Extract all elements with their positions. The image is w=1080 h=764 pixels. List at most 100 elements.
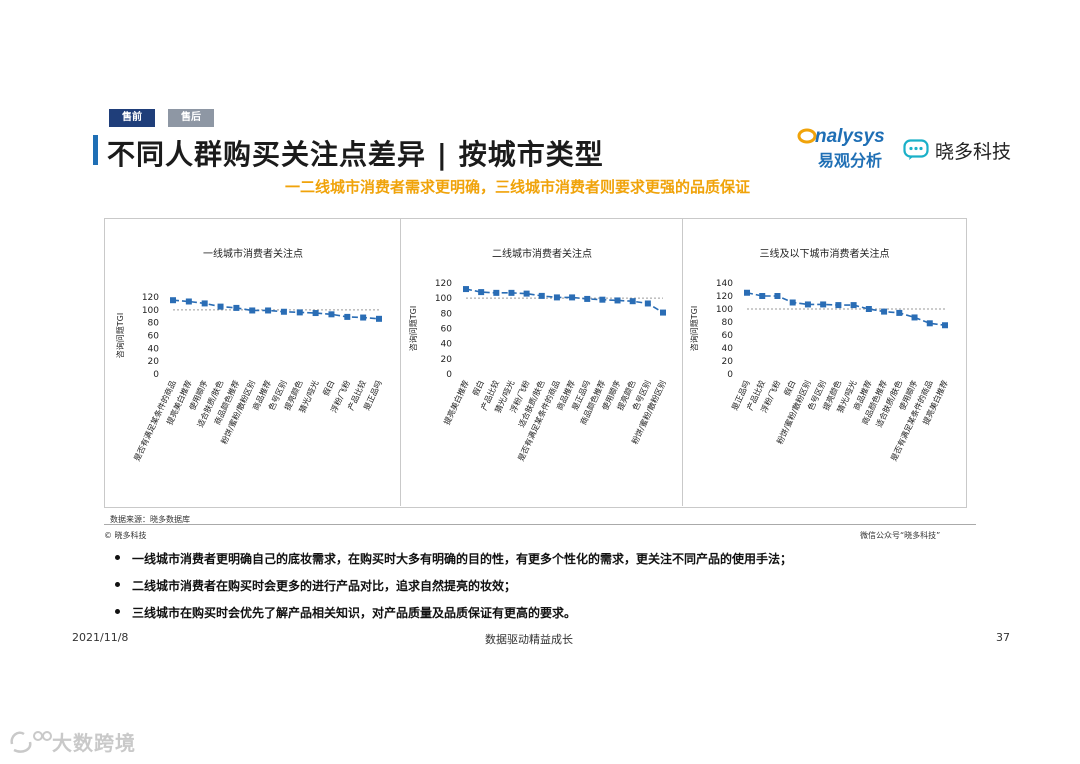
page-title: 不同人群购买关注点差异 | 按城市类型 xyxy=(107,138,604,171)
footer-date: 2021/11/8 xyxy=(72,631,129,644)
bullet-text: 一线城市消费者更明确自己的底妆需求，在购买时大多有明确的目的性，有更多个性化的需… xyxy=(132,552,793,566)
y-tick-label: 40 xyxy=(722,344,734,354)
chart-title: 二线城市消费者关注点 xyxy=(492,247,592,260)
data-point xyxy=(280,308,287,315)
xiaoduo-name: 晓多科技 xyxy=(935,140,1012,163)
data-point xyxy=(493,289,500,296)
data-point xyxy=(865,306,872,312)
bullet-icon xyxy=(115,609,120,614)
chart-panel: 一线城市消费者关注点 0 20 40 60 80 100 120 咨询问题TGI 是否有满足某条件… xyxy=(104,218,967,508)
chart-title: 一线城市消费者关注点 xyxy=(203,247,303,260)
data-point xyxy=(789,299,796,306)
y-tick-label: 40 xyxy=(148,344,160,354)
bullet-list: 一线城市消费者更明确自己的底妆需求，在购买时大多有明确的目的性，有更多个性化的需… xyxy=(115,550,995,631)
y-tick-label: 0 xyxy=(153,370,159,380)
y-axis-label: 咨询问题TGI xyxy=(408,306,418,351)
data-point xyxy=(249,307,256,314)
data-point xyxy=(523,290,530,297)
chart-tier3: 三线及以下城市消费者关注点020406080100120140咨询问题TGI是正… xyxy=(689,247,950,463)
data-point xyxy=(463,286,469,293)
data-point xyxy=(629,298,636,305)
data-point xyxy=(599,296,606,303)
y-tick-label: 60 xyxy=(148,332,160,342)
data-point xyxy=(344,313,351,320)
x-tick-label: 假白 xyxy=(320,379,336,398)
data-point xyxy=(376,315,382,322)
chart-title: 三线及以下城市消费者关注点 xyxy=(760,247,890,260)
y-tick-label: 0 xyxy=(727,370,733,380)
y-axis-label: 咨询问题TGI xyxy=(115,313,125,358)
data-point xyxy=(926,320,933,327)
y-tick-label: 80 xyxy=(441,309,453,319)
data-point xyxy=(660,309,666,316)
bullet-icon xyxy=(115,555,120,560)
data-point xyxy=(569,294,576,301)
data-point xyxy=(538,292,545,299)
chat-bubble-icon xyxy=(903,139,929,160)
data-source: 数据来源：晓多数据库 xyxy=(110,515,190,524)
data-point xyxy=(614,297,621,304)
y-tick-label: 140 xyxy=(716,279,733,289)
y-tick-label: 80 xyxy=(722,318,734,328)
data-point xyxy=(328,311,335,318)
tab-presale[interactable]: 售前 xyxy=(109,109,155,127)
y-tick-label: 0 xyxy=(446,370,452,380)
chart-tier1: 一线城市消费者关注点020406080100120咨询问题TGI是否有满足某条件… xyxy=(115,247,384,463)
data-point xyxy=(360,314,367,321)
divider xyxy=(104,524,976,525)
data-point xyxy=(835,302,842,309)
y-tick-label: 100 xyxy=(142,306,159,316)
bullet-text: 二线城市消费者在购买时会更多的进行产品对比，追求自然提亮的妆效； xyxy=(132,579,517,593)
footer-slogan: 数据驱动精益成长 xyxy=(485,633,573,646)
x-tick-label: 假白 xyxy=(470,379,486,398)
analysys-logo-text: nalysys xyxy=(815,126,885,147)
chart-divider xyxy=(400,218,401,506)
data-point xyxy=(185,298,192,305)
data-point xyxy=(296,309,303,316)
tab-aftersale[interactable]: 售后 xyxy=(168,109,214,127)
chart-tier2: 二线城市消费者关注点 0 20 40 60 80 100 120 咨询问题TGI 提亮美白推荐 假白… xyxy=(408,247,668,463)
list-item: 一线城市消费者更明确自己的底妆需求，在购买时大多有明确的目的性，有更多个性化的需… xyxy=(115,550,995,567)
y-tick-label: 20 xyxy=(441,355,453,365)
data-point xyxy=(553,294,560,301)
y-tick-label: 100 xyxy=(716,305,733,315)
data-point xyxy=(584,295,591,302)
bullet-text: 三线城市在购买时会优先了解产品相关知识，对产品质量及品质保证有更高的要求。 xyxy=(132,606,577,620)
page-subtitle: 一二线城市消费者需求更明确，三线城市消费者则要求更强的品质保证 xyxy=(285,178,751,196)
x-tick-label: 提亮美白推荐 xyxy=(441,379,470,427)
x-tick-label: 假白 xyxy=(782,379,798,398)
title-accent-bar xyxy=(93,135,98,165)
y-tick-label: 120 xyxy=(435,279,452,289)
y-tick-label: 20 xyxy=(148,357,160,367)
analysys-logo-mark xyxy=(797,128,817,144)
data-point xyxy=(312,310,319,317)
watermark: 大数跨境 xyxy=(8,726,136,756)
bullet-icon xyxy=(115,582,120,587)
xiaoduo-logo: 晓多科技 xyxy=(903,136,1011,164)
wechat-account: 微信公众号“晓多科技” xyxy=(860,531,941,540)
data-point xyxy=(820,301,827,308)
data-point xyxy=(759,293,766,299)
data-point xyxy=(896,309,903,316)
y-tick-label: 120 xyxy=(716,292,733,302)
analysys-logo-cn: 易观分析 xyxy=(818,151,882,170)
data-point xyxy=(201,300,208,307)
list-item: 三线城市在购买时会优先了解产品相关知识，对产品质量及品质保证有更高的要求。 xyxy=(115,604,995,621)
chart-divider xyxy=(682,218,683,506)
data-point xyxy=(804,301,811,308)
data-point xyxy=(744,289,750,296)
y-tick-label: 100 xyxy=(435,294,452,304)
data-point xyxy=(774,293,781,299)
copyright: © 晓多科技 xyxy=(104,531,147,540)
y-tick-label: 60 xyxy=(441,325,453,335)
y-axis-label: 咨询问题TGI xyxy=(689,306,699,351)
series-line xyxy=(746,291,946,327)
watermark-logo-icon xyxy=(10,731,52,753)
data-point xyxy=(170,297,176,304)
data-point xyxy=(942,322,948,329)
y-tick-label: 80 xyxy=(148,319,160,329)
list-item: 二线城市消费者在购买时会更多的进行产品对比，追求自然提亮的妆效； xyxy=(115,577,995,594)
data-point xyxy=(644,300,651,307)
y-tick-label: 120 xyxy=(142,293,159,303)
data-point xyxy=(217,303,224,310)
